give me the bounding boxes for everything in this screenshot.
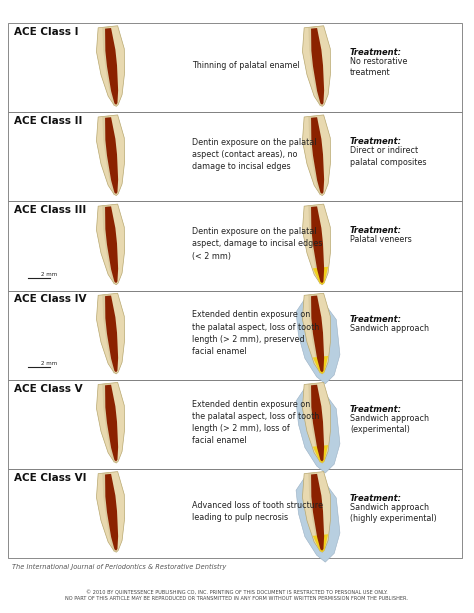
Polygon shape — [105, 207, 118, 283]
Polygon shape — [105, 117, 118, 194]
Text: Treatment:: Treatment: — [350, 316, 402, 324]
Polygon shape — [302, 115, 331, 196]
Text: Palatal veneers: Palatal veneers — [350, 235, 412, 245]
Polygon shape — [308, 294, 321, 374]
Polygon shape — [311, 385, 324, 462]
Text: The International Journal of Periodontics & Restorative Dentistry: The International Journal of Periodontic… — [12, 564, 226, 570]
Polygon shape — [302, 383, 331, 463]
Polygon shape — [308, 26, 321, 107]
Polygon shape — [308, 472, 321, 552]
Polygon shape — [313, 445, 328, 463]
Text: 2 mm: 2 mm — [41, 272, 57, 276]
Text: ACE Class V: ACE Class V — [14, 384, 82, 394]
Polygon shape — [96, 26, 125, 107]
Polygon shape — [311, 28, 324, 105]
Polygon shape — [96, 293, 125, 374]
Polygon shape — [96, 115, 125, 196]
Polygon shape — [105, 295, 118, 372]
Text: Sandwich approach: Sandwich approach — [350, 324, 429, 333]
Text: Direct or indirect
palatal composites: Direct or indirect palatal composites — [350, 146, 427, 167]
Text: No restorative
treatment: No restorative treatment — [350, 57, 407, 77]
Polygon shape — [102, 116, 115, 196]
Text: Advanced loss of tooth structure
leading to pulp necrosis: Advanced loss of tooth structure leading… — [192, 501, 323, 522]
Polygon shape — [313, 267, 328, 284]
Polygon shape — [311, 474, 324, 550]
Text: ACE Class VI: ACE Class VI — [14, 473, 86, 483]
Text: Thinning of palatal enamel: Thinning of palatal enamel — [192, 61, 300, 70]
Polygon shape — [296, 297, 340, 384]
Polygon shape — [105, 474, 118, 550]
Text: Treatment:: Treatment: — [350, 48, 402, 57]
Bar — [8, 23, 462, 112]
Polygon shape — [102, 472, 115, 552]
Text: Dentin exposure on the palatal
aspect, damage to incisal edges
(< 2 mm): Dentin exposure on the palatal aspect, d… — [192, 227, 322, 261]
Polygon shape — [96, 204, 125, 284]
Text: Treatment:: Treatment: — [350, 494, 402, 503]
Polygon shape — [313, 356, 328, 374]
Bar — [8, 379, 462, 469]
Polygon shape — [311, 117, 324, 194]
Polygon shape — [296, 387, 340, 473]
Text: Sandwich approach
(highly experimental): Sandwich approach (highly experimental) — [350, 503, 437, 524]
Text: Treatment:: Treatment: — [350, 405, 402, 414]
Bar — [8, 291, 462, 379]
Polygon shape — [313, 535, 328, 552]
Polygon shape — [102, 26, 115, 107]
Polygon shape — [102, 205, 115, 284]
Polygon shape — [105, 28, 118, 105]
Text: ACE Class I: ACE Class I — [14, 27, 79, 37]
Text: Treatment:: Treatment: — [350, 226, 402, 235]
Bar — [8, 201, 462, 291]
Text: 2 mm: 2 mm — [41, 360, 57, 366]
Polygon shape — [311, 207, 324, 283]
Bar — [8, 112, 462, 201]
Polygon shape — [302, 471, 331, 552]
Polygon shape — [302, 293, 331, 374]
Polygon shape — [102, 294, 115, 374]
Text: © 2010 BY QUINTESSENCE PUBLISHING CO, INC. PRINTING OF THIS DOCUMENT IS RESTRICT: © 2010 BY QUINTESSENCE PUBLISHING CO, IN… — [65, 590, 409, 601]
Polygon shape — [308, 205, 321, 284]
Polygon shape — [311, 295, 324, 372]
Polygon shape — [308, 116, 321, 196]
Bar — [8, 469, 462, 558]
Polygon shape — [296, 476, 340, 562]
Text: Dentin exposure on the palatal
aspect (contact areas), no
damage to incisal edge: Dentin exposure on the palatal aspect (c… — [192, 138, 317, 172]
Text: Extended dentin exposure on
the palatal aspect, loss of tooth
length (> 2 mm), p: Extended dentin exposure on the palatal … — [192, 310, 319, 356]
Polygon shape — [96, 383, 125, 463]
Polygon shape — [302, 204, 331, 284]
Text: ACE Class IV: ACE Class IV — [14, 294, 86, 305]
Polygon shape — [308, 383, 321, 463]
Text: ACE Class II: ACE Class II — [14, 116, 82, 126]
Text: Treatment:: Treatment: — [350, 137, 402, 146]
Text: Sandwich approach
(experimental): Sandwich approach (experimental) — [350, 414, 429, 434]
Text: Extended dentin exposure on
the palatal aspect, loss of tooth
length (> 2 mm), l: Extended dentin exposure on the palatal … — [192, 400, 319, 445]
Polygon shape — [105, 385, 118, 462]
Polygon shape — [96, 471, 125, 552]
Text: ACE Class III: ACE Class III — [14, 205, 86, 215]
Polygon shape — [302, 26, 331, 107]
Polygon shape — [102, 383, 115, 463]
